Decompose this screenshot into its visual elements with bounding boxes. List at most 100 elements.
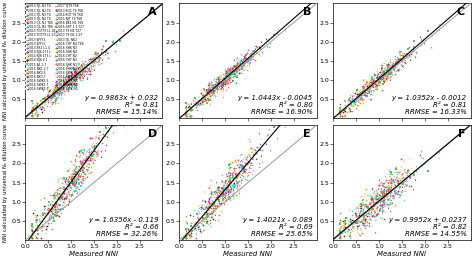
Point	[398, 185, 405, 189]
Point	[69, 178, 76, 182]
Point	[82, 66, 89, 70]
Point	[203, 96, 210, 100]
Point	[246, 52, 254, 56]
Point	[394, 200, 402, 205]
Point	[375, 75, 383, 79]
Point	[361, 93, 368, 97]
Point	[365, 86, 373, 90]
Point	[210, 206, 218, 210]
Point	[388, 68, 395, 72]
Point	[239, 68, 247, 73]
Point	[395, 60, 403, 64]
Point	[72, 173, 79, 178]
Point	[52, 91, 59, 95]
Point	[399, 174, 406, 178]
Point	[365, 211, 373, 216]
Point	[84, 158, 92, 162]
Point	[379, 76, 387, 81]
Point	[255, 164, 263, 168]
Point	[242, 56, 250, 60]
Point	[377, 196, 385, 200]
Point	[384, 70, 392, 74]
Point	[95, 52, 103, 56]
Point	[218, 192, 225, 196]
Point	[88, 63, 96, 67]
Point	[67, 176, 75, 180]
Point	[364, 198, 371, 202]
Point	[337, 114, 344, 118]
Point	[207, 102, 214, 107]
Point	[386, 174, 393, 178]
Point	[53, 205, 61, 209]
Point	[54, 191, 62, 196]
Point	[89, 160, 97, 164]
Point	[245, 173, 252, 178]
Point	[77, 73, 84, 77]
Point	[225, 194, 232, 198]
Point	[232, 175, 239, 179]
Point	[230, 63, 237, 68]
Point	[359, 79, 367, 83]
Point	[55, 195, 63, 199]
Point	[243, 51, 251, 55]
Point	[406, 54, 413, 58]
Point	[218, 83, 225, 87]
Point	[243, 68, 251, 72]
Point	[49, 92, 57, 96]
Point	[41, 231, 48, 235]
Point	[402, 178, 410, 182]
Point	[353, 219, 361, 224]
Point	[73, 184, 81, 188]
Point	[391, 188, 399, 192]
Point	[366, 80, 374, 84]
Point	[66, 77, 74, 81]
Point	[401, 166, 409, 170]
Point	[51, 90, 58, 94]
Point	[47, 96, 55, 100]
Point	[392, 62, 400, 66]
Point	[202, 88, 210, 92]
Point	[69, 72, 76, 76]
Point	[249, 147, 257, 152]
Point	[78, 69, 86, 74]
Point	[37, 100, 45, 104]
Point	[49, 214, 57, 219]
Point	[360, 207, 367, 212]
Point	[244, 57, 251, 61]
Point	[49, 207, 56, 212]
Point	[226, 198, 234, 202]
Point	[91, 150, 98, 154]
Point	[79, 68, 86, 72]
Point	[393, 62, 401, 66]
Point	[54, 177, 61, 181]
Point	[352, 219, 360, 224]
Point	[71, 175, 78, 179]
Point	[223, 176, 231, 180]
Point	[89, 63, 97, 67]
Point	[67, 172, 74, 176]
Point	[97, 149, 105, 153]
Point	[221, 70, 228, 75]
Point	[221, 196, 228, 200]
Point	[357, 93, 365, 98]
Point	[51, 92, 59, 96]
Point	[350, 219, 357, 223]
Point	[89, 152, 97, 156]
Point	[357, 90, 365, 94]
Point	[92, 134, 100, 138]
Point	[382, 74, 389, 79]
Text: A: A	[148, 7, 157, 17]
Point	[67, 81, 75, 85]
Point	[66, 185, 74, 189]
Point	[221, 68, 229, 72]
Point	[82, 156, 90, 160]
Point	[65, 167, 73, 172]
Point	[71, 180, 78, 185]
Point	[363, 223, 371, 227]
Point	[202, 92, 210, 96]
Point	[407, 166, 415, 171]
Point	[58, 84, 65, 88]
Point	[389, 192, 396, 196]
Point	[352, 213, 360, 217]
Point	[235, 172, 243, 176]
